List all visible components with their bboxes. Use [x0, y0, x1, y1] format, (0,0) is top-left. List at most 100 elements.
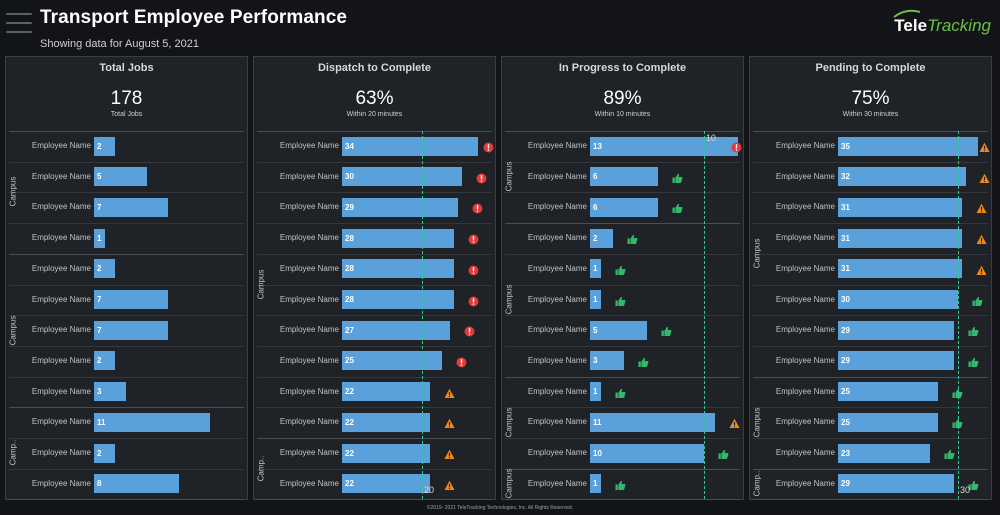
row-divider — [257, 345, 492, 347]
thumbs-up-icon — [627, 232, 638, 245]
employee-name-label: Employee Name — [775, 448, 835, 457]
value-bar[interactable]: 2 — [94, 136, 116, 156]
value-bar[interactable]: 2 — [94, 351, 116, 371]
bar-value-label: 11 — [593, 417, 602, 427]
row-divider — [257, 192, 492, 194]
bar-value-label: 30 — [841, 295, 850, 304]
bar-value-label: 1 — [593, 387, 598, 397]
bar-value-label: 2 — [97, 356, 102, 366]
reference-value-label: 30 — [960, 485, 971, 496]
value-bar[interactable]: 1 — [94, 228, 105, 248]
bar-value-label: 1 — [593, 264, 598, 274]
panel-pending-to-complete: Pending to Complete 75% Within 30 minutes E… — [749, 56, 992, 501]
value-bar[interactable]: 2 — [590, 228, 613, 248]
warning-triangle-icon — [729, 416, 740, 429]
row-divider — [753, 223, 988, 225]
value-bar[interactable]: 29 — [838, 474, 954, 494]
employee-name-label: Employee Name — [279, 417, 339, 427]
value-bar[interactable]: 7 — [94, 320, 168, 340]
bar-value-label: 5 — [97, 172, 102, 182]
alert-circle-icon — [464, 324, 475, 337]
group-divider — [257, 131, 492, 132]
value-bar[interactable]: 6 — [590, 197, 659, 217]
bar-value-label: 28 — [345, 233, 354, 243]
value-bar[interactable]: 6 — [590, 167, 659, 187]
bar-value-label: 2 — [97, 264, 102, 274]
value-bar[interactable]: 27 — [342, 320, 450, 340]
employee-name-label: Employee Name — [31, 263, 91, 273]
value-bar[interactable]: 29 — [838, 351, 954, 371]
value-bar[interactable]: 22 — [342, 412, 430, 432]
value-bar[interactable]: 30 — [838, 290, 958, 309]
bar-value-label: 1 — [593, 479, 598, 489]
employee-name-label: Employee Name — [279, 263, 339, 273]
value-bar[interactable]: 31 — [838, 197, 962, 217]
value-bar[interactable]: 7 — [94, 197, 168, 217]
group-divider — [257, 499, 492, 501]
row-divider — [753, 161, 988, 163]
value-bar[interactable]: 11 — [590, 412, 716, 432]
value-bar[interactable]: 31 — [838, 259, 962, 279]
value-bar[interactable]: 10 — [590, 443, 704, 463]
value-bar[interactable]: 29 — [342, 197, 458, 217]
value-bar[interactable]: 35 — [838, 136, 978, 156]
value-bar[interactable]: 13 — [590, 136, 738, 156]
employee-name-label: Employee Name — [775, 386, 835, 396]
panel-in-progress-to-complete: In Progress to Complete 89% Within 10 minu… — [501, 56, 744, 501]
value-bar[interactable]: 32 — [838, 167, 966, 187]
value-bar[interactable]: 7 — [94, 290, 168, 309]
group-divider — [505, 499, 740, 501]
value-bar[interactable]: 28 — [342, 228, 454, 248]
value-bar[interactable]: 8 — [94, 474, 179, 494]
value-bar[interactable]: 25 — [342, 351, 442, 371]
hamburger-menu-icon[interactable] — [6, 13, 32, 35]
value-bar[interactable]: 31 — [838, 228, 962, 248]
value-bar[interactable]: 2 — [94, 443, 116, 463]
employee-name-label: Employee Name — [775, 478, 835, 488]
row-divider — [9, 223, 244, 225]
bar-value-label: 22 — [345, 448, 354, 458]
row-divider — [257, 284, 492, 286]
campus-group-label: Campus — [752, 238, 762, 269]
row-divider — [257, 407, 492, 409]
bar-value-label: 27 — [345, 325, 354, 335]
value-bar[interactable]: 5 — [94, 167, 147, 187]
bar-value-label: 8 — [97, 479, 102, 489]
bar-value-label: 22 — [345, 479, 354, 489]
alert-circle-icon — [456, 355, 467, 368]
value-bar[interactable]: 30 — [342, 167, 462, 187]
teletracking-logo: TeleTracking — [893, 9, 991, 36]
value-bar[interactable]: 1 — [590, 259, 602, 279]
group-divider — [753, 468, 988, 470]
bar-value-label: 28 — [345, 264, 354, 274]
row-divider — [9, 315, 244, 317]
value-bar[interactable]: 28 — [342, 290, 454, 309]
value-bar[interactable]: 3 — [94, 382, 126, 402]
value-bar[interactable]: 1 — [590, 474, 602, 494]
value-bar[interactable]: 25 — [838, 412, 938, 432]
employee-name-label: Employee Name — [279, 448, 339, 457]
value-bar[interactable]: 34 — [342, 136, 478, 156]
value-bar[interactable]: 3 — [590, 351, 625, 371]
bar-value-label: 29 — [841, 325, 850, 335]
employee-name-label: Employee Name — [775, 417, 835, 427]
value-bar[interactable]: 5 — [590, 320, 647, 340]
value-bar[interactable]: 22 — [342, 443, 430, 463]
value-bar[interactable]: 22 — [342, 382, 430, 402]
kpi-value: 63% — [355, 88, 394, 109]
value-bar[interactable]: 22 — [342, 474, 430, 494]
value-bar[interactable]: 11 — [94, 412, 211, 432]
bar-value-label: 25 — [841, 387, 850, 397]
value-bar[interactable]: 25 — [838, 382, 938, 402]
value-bar[interactable]: 28 — [342, 259, 454, 279]
value-bar[interactable]: 2 — [94, 259, 116, 279]
row-divider — [505, 315, 740, 317]
value-bar[interactable]: 23 — [838, 443, 930, 463]
value-bar[interactable]: 1 — [590, 382, 602, 402]
row-divider — [257, 315, 492, 317]
bar-value-label: 2 — [97, 141, 102, 151]
campus-group-label: Camp.. — [256, 455, 266, 482]
value-bar[interactable]: 1 — [590, 290, 602, 309]
value-bar[interactable]: 29 — [838, 320, 954, 340]
bar-value-label: 7 — [97, 325, 102, 335]
